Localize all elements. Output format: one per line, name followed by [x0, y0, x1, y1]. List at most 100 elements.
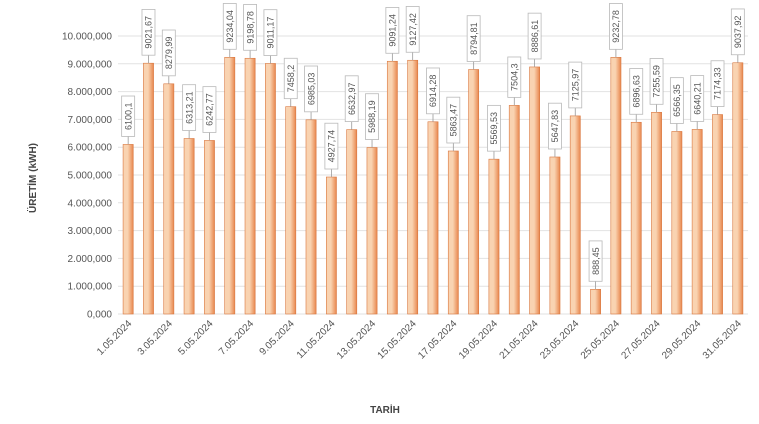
data-label: 9234,04: [225, 10, 235, 43]
data-label-box: [344, 75, 359, 123]
data-label-box: [263, 9, 278, 56]
data-label-box: [609, 3, 623, 50]
data-label: 6242,77: [205, 93, 215, 126]
bar: [732, 62, 744, 315]
bar: [712, 114, 723, 315]
y-axis-tick-labels: 0,000 1.000,000 2.000,000 3.000,000 4.000,00…: [62, 32, 112, 321]
data-label: 7255,59: [652, 65, 662, 98]
data-label: 6100,1: [123, 102, 133, 130]
data-label: 6632,97: [347, 82, 357, 115]
x-tick-label: 15.05.2024: [376, 318, 419, 361]
data-label-box: [446, 96, 461, 144]
x-tick-label: 31.05.2024: [701, 318, 744, 361]
data-label-box: [283, 57, 298, 100]
data-label: 9011,17: [266, 17, 276, 49]
bar: [651, 111, 662, 315]
bar: [265, 63, 276, 315]
data-label: 8886,61: [530, 20, 540, 53]
x-tick-label: 13.05.2024: [335, 318, 378, 361]
data-label: 9021,67: [144, 16, 154, 49]
bar: [285, 106, 297, 315]
data-label: 6566,35: [672, 84, 682, 117]
data-label: 5647,83: [550, 110, 560, 143]
y-tick-label: 4.000,000: [68, 198, 113, 209]
y-tick-label: 8.000,000: [68, 87, 113, 98]
data-label: 8279,99: [164, 37, 174, 70]
data-label-box: [365, 93, 379, 140]
data-label-box: [730, 8, 745, 56]
bar: [447, 150, 459, 315]
data-label-box: [588, 240, 603, 282]
x-tick-label: 9.05.2024: [258, 318, 298, 358]
bar: [529, 66, 540, 315]
data-label-box: [161, 29, 176, 77]
data-label: 6896,63: [631, 75, 641, 108]
bar: [671, 131, 683, 315]
data-label-box: [487, 104, 501, 152]
data-label: 9198,78: [245, 11, 255, 44]
data-label: 5988,19: [367, 100, 377, 133]
bar: [143, 62, 154, 315]
data-label-box: [507, 56, 522, 98]
bar: [549, 156, 561, 315]
x-tick-label: 11.05.2024: [295, 318, 338, 361]
y-axis-title: ÜRETİM (kWH): [26, 143, 39, 213]
bar: [183, 138, 195, 315]
data-label: 8794,81: [469, 22, 479, 55]
y-tick-label: 0,000: [87, 310, 112, 321]
bar: [346, 129, 358, 315]
data-label-box: [243, 4, 257, 51]
data-label: 4927,74: [327, 130, 337, 163]
data-label-box: [304, 65, 318, 113]
data-label-box: [710, 60, 725, 107]
bar: [305, 119, 317, 315]
bar: [407, 59, 419, 315]
y-tick-label: 2.000,000: [68, 254, 113, 265]
bar: [630, 121, 642, 315]
data-label: 7458,2: [286, 65, 296, 93]
bar: [427, 121, 439, 315]
y-tick-label: 10.000,000: [62, 32, 112, 43]
data-label-box: [385, 7, 400, 54]
y-tick-label: 3.000,000: [68, 226, 113, 237]
data-label: 5863,47: [449, 104, 459, 137]
bar: [244, 57, 256, 315]
data-label-box: [690, 75, 705, 122]
bar: [326, 176, 337, 315]
data-label: 7125,97: [570, 69, 580, 102]
data-label: 9037,92: [733, 16, 743, 49]
x-tick-label: 29.05.2024: [660, 318, 703, 361]
y-tick-label: 1.000,000: [68, 282, 113, 293]
data-label: 5569,53: [489, 112, 499, 145]
data-label-box: [527, 12, 542, 60]
data-label-box: [405, 6, 420, 53]
data-label-box: [222, 3, 237, 50]
data-label: 7174,33: [713, 67, 723, 100]
data-label-box: [568, 61, 583, 109]
bar: [508, 105, 520, 315]
x-tick-label: 23.05.2024: [538, 318, 581, 361]
data-label-box: [182, 84, 197, 131]
x-tick-label: 7.05.2024: [217, 318, 257, 358]
data-label-box: [121, 95, 136, 137]
data-labels: 6100,1 9021,67 8279,99 6313,21 6242,77 9234,0…: [121, 3, 745, 290]
data-label-box: [324, 122, 339, 170]
data-label: 9091,24: [388, 14, 398, 47]
y-tick-label: 5.000,000: [68, 171, 113, 182]
x-tick-label: 1.05.2024: [95, 318, 135, 358]
x-tick-label: 19.05.2024: [457, 318, 500, 361]
data-label-box: [629, 68, 644, 115]
data-label: 6914,28: [428, 75, 438, 108]
bar: [386, 60, 398, 315]
data-label-box: [202, 86, 217, 133]
data-label: 888,45: [591, 247, 601, 275]
x-axis-title: TARİH: [370, 403, 400, 416]
data-label-box: [141, 8, 156, 56]
bar: [122, 144, 134, 315]
y-tick-label: 7.000,000: [68, 115, 113, 126]
x-tick-label: 25.05.2024: [579, 318, 622, 361]
bar: [366, 147, 378, 315]
bar: [569, 115, 581, 315]
x-tick-label: 21.05.2024: [498, 318, 541, 361]
